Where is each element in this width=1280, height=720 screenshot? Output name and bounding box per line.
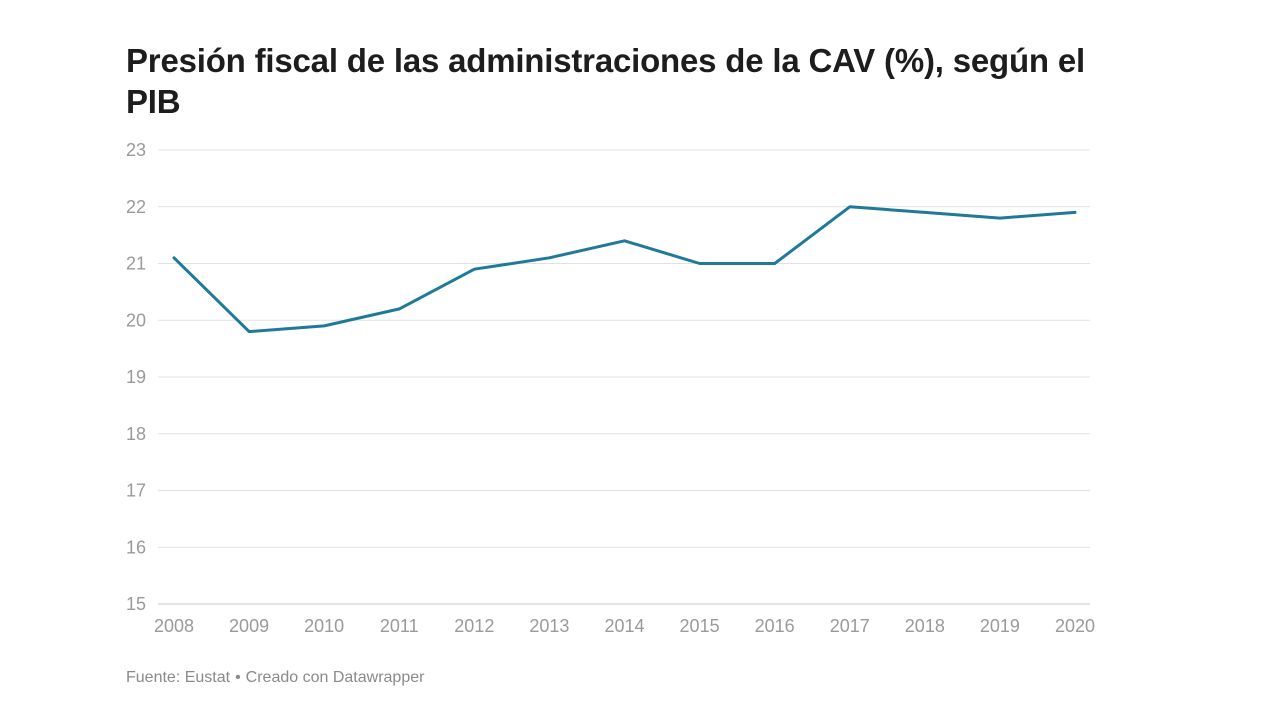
y-tick-label-16: 16 xyxy=(126,537,146,557)
y-tick-label-15: 15 xyxy=(126,594,146,614)
y-tick-label-19: 19 xyxy=(126,367,146,387)
x-tick-label-2009: 2009 xyxy=(229,616,269,636)
y-tick-label-17: 17 xyxy=(126,481,146,501)
y-tick-label-18: 18 xyxy=(126,424,146,444)
x-tick-label-2016: 2016 xyxy=(755,616,795,636)
footer-credits: Fuente: Eustat • Creado con Datawrapper xyxy=(126,669,424,687)
series-line-0 xyxy=(172,205,1077,334)
y-tick-label-22: 22 xyxy=(126,197,146,217)
x-tick-label-2019: 2019 xyxy=(980,616,1020,636)
x-tick-label-2018: 2018 xyxy=(905,616,945,636)
x-tick-label-2015: 2015 xyxy=(680,616,720,636)
x-tick-label-2010: 2010 xyxy=(304,616,344,636)
y-axis-ticks: 15 16 17 18 19 20 21 22 23 xyxy=(126,140,146,614)
x-tick-label-2017: 2017 xyxy=(830,616,870,636)
x-tick-label-2012: 2012 xyxy=(454,616,494,636)
y-tick-label-20: 20 xyxy=(126,310,146,330)
footer-separator: • xyxy=(235,669,241,686)
source-note: Fuente: Eustat xyxy=(126,669,231,686)
x-axis-ticks: 2008 2009 2010 2011 2012 2013 2014 2015 2016 2017… xyxy=(154,616,1095,636)
x-tick-label-2013: 2013 xyxy=(529,616,569,636)
gridlines xyxy=(158,149,1090,605)
series-layer xyxy=(172,205,1077,334)
credit-note: Creado con Datawrapper xyxy=(245,669,425,686)
y-tick-label-21: 21 xyxy=(126,254,146,274)
x-tick-label-2011: 2011 xyxy=(380,616,419,636)
x-tick-label-2008: 2008 xyxy=(154,616,194,636)
chart-title: Presión fiscal de las administraciones d… xyxy=(126,42,1085,120)
y-tick-label-23: 23 xyxy=(126,140,146,160)
x-tick-label-2014: 2014 xyxy=(604,616,644,636)
x-tick-label-2020: 2020 xyxy=(1055,616,1095,636)
